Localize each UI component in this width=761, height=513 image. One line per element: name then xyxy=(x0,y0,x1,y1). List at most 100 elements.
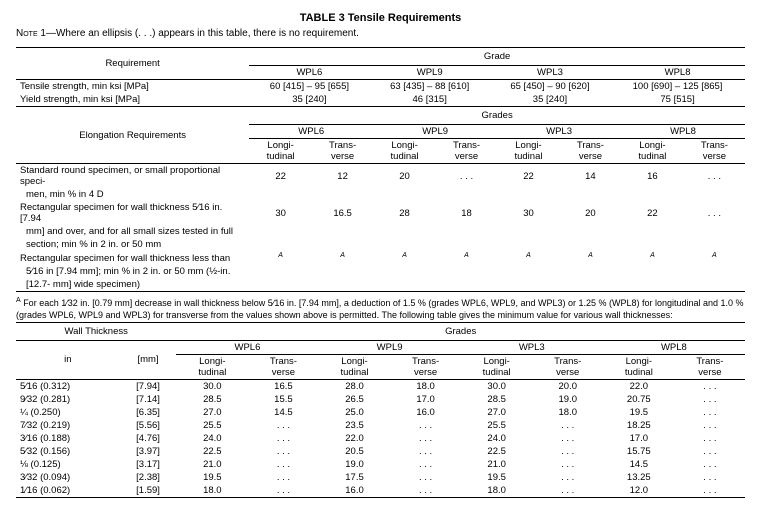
row-label: Rectangular specimen for wall thickness … xyxy=(16,251,249,265)
cell-in: ⅛ (0.125) xyxy=(16,458,120,471)
cell: 15.5 xyxy=(248,393,318,406)
cell-in: ¼ (0.250) xyxy=(16,406,120,419)
cell: 28 xyxy=(373,201,436,225)
hdr-transverse: Trans-verse xyxy=(390,354,460,379)
cell: 19.5 xyxy=(461,471,533,484)
cell: . . . xyxy=(675,471,745,484)
cell: A xyxy=(560,251,621,265)
cell: 16.0 xyxy=(319,484,391,498)
cell: 16.5 xyxy=(312,201,373,225)
footnote-a: A For each 1⁄32 in. [0.79 mm] decrease i… xyxy=(16,296,745,321)
cell: 65 [450] – 90 [620] xyxy=(490,80,610,94)
cell-mm: [7.94] xyxy=(120,379,177,393)
cell: 22.0 xyxy=(603,379,675,393)
cell: 28.5 xyxy=(461,393,533,406)
cell: . . . xyxy=(675,393,745,406)
cell: 20.0 xyxy=(533,379,603,393)
cell: 24.0 xyxy=(176,432,248,445)
cell: A xyxy=(436,251,497,265)
cell-mm: [3.97] xyxy=(120,445,177,458)
cell: 20 xyxy=(560,201,621,225)
elongation-table: Elongation Requirements Grades WPL6 WPL9… xyxy=(16,107,745,292)
cell: 17.5 xyxy=(319,471,391,484)
cell: . . . xyxy=(248,445,318,458)
hdr-transverse: Trans-verse xyxy=(560,139,621,164)
row-label-cont: men, min % in 4 D xyxy=(16,188,249,201)
cell-in: 7⁄32 (0.219) xyxy=(16,419,120,432)
cell-in: 1⁄16 (0.062) xyxy=(16,484,120,498)
cell: . . . xyxy=(248,484,318,498)
hdr-elong: Elongation Requirements xyxy=(16,107,249,164)
cell-in: 3⁄16 (0.188) xyxy=(16,432,120,445)
cell: 28.5 xyxy=(176,393,248,406)
hdr-grade: Grade xyxy=(249,48,745,66)
note-line: Note 1—Where an ellipsis (. . .) appears… xyxy=(16,28,745,39)
cell: 19.5 xyxy=(603,406,675,419)
cell: A xyxy=(312,251,373,265)
cell: . . . xyxy=(675,458,745,471)
cell: 13.25 xyxy=(603,471,675,484)
hdr-grades: Grades xyxy=(249,107,745,125)
cell-mm: [7.14] xyxy=(120,393,177,406)
cell-in: 9⁄32 (0.281) xyxy=(16,393,120,406)
row-label-cont: mm] and over, and for all small sizes te… xyxy=(16,225,249,238)
note-label: Note xyxy=(16,28,38,39)
hdr-wpl9: WPL9 xyxy=(319,340,461,354)
cell: 35 [240] xyxy=(490,93,610,107)
cell: 35 [240] xyxy=(249,93,369,107)
row-label-cont: [12.7- mm] wide specimen) xyxy=(16,278,249,292)
cell-mm: [1.59] xyxy=(120,484,177,498)
cell: 63 [435] – 88 [610] xyxy=(370,80,490,94)
hdr-wpl8: WPL8 xyxy=(603,340,745,354)
cell: A xyxy=(621,251,684,265)
cell: 100 [690] – 125 [865] xyxy=(610,80,745,94)
cell: . . . xyxy=(533,419,603,432)
cell: 18 xyxy=(436,201,497,225)
cell: 14.5 xyxy=(248,406,318,419)
cell: 18.0 xyxy=(390,379,460,393)
hdr-transverse: Trans-verse xyxy=(436,139,497,164)
cell: 30.0 xyxy=(176,379,248,393)
cell: 28.0 xyxy=(319,379,391,393)
cell: 22 xyxy=(497,164,560,189)
hdr-transverse: Trans-verse xyxy=(684,139,745,164)
tensile-table: Requirement Grade WPL6 WPL9 WPL3 WPL8 Te… xyxy=(16,47,745,107)
note-text: 1—Where an ellipsis (. . .) appears in t… xyxy=(38,28,359,39)
table-title: TABLE 3 Tensile Requirements xyxy=(16,12,745,24)
row-label-cont: 5⁄16 in [7.94 mm]; min % in 2 in. or 50 … xyxy=(16,265,249,278)
footnote-marker: A xyxy=(16,297,21,304)
hdr-transverse: Trans-verse xyxy=(312,139,373,164)
cell: 12.0 xyxy=(603,484,675,498)
cell: 20 xyxy=(373,164,436,189)
cell: 22.5 xyxy=(176,445,248,458)
cell: . . . xyxy=(675,432,745,445)
hdr-wpl6: WPL6 xyxy=(249,66,369,80)
hdr-longitudinal: Longi-tudinal xyxy=(176,354,248,379)
hdr-longitudinal: Longi-tudinal xyxy=(603,354,675,379)
cell-mm: [6.35] xyxy=(120,406,177,419)
cell: . . . xyxy=(248,471,318,484)
cell: 26.5 xyxy=(319,393,391,406)
cell: 16.0 xyxy=(390,406,460,419)
cell: . . . xyxy=(248,432,318,445)
cell-mm: [4.76] xyxy=(120,432,177,445)
cell: 19.5 xyxy=(176,471,248,484)
cell: A xyxy=(497,251,560,265)
row-yield-label: Yield strength, min ksi [MPa] xyxy=(16,93,249,107)
cell: 22 xyxy=(249,164,312,189)
cell: . . . xyxy=(675,379,745,393)
cell: . . . xyxy=(390,445,460,458)
cell: A xyxy=(373,251,436,265)
cell: 20.5 xyxy=(319,445,391,458)
cell: 19.0 xyxy=(533,393,603,406)
cell: 14.5 xyxy=(603,458,675,471)
cell: . . . xyxy=(390,484,460,498)
cell: . . . xyxy=(533,445,603,458)
wallthickness-table: Wall Thickness Grades in [mm] WPL6 WPL9 … xyxy=(16,322,745,498)
cell: 14 xyxy=(560,164,621,189)
hdr-wpl3: WPL3 xyxy=(497,125,621,139)
hdr-longitudinal: Longi-tudinal xyxy=(373,139,436,164)
cell: . . . xyxy=(533,458,603,471)
cell-mm: [3.17] xyxy=(120,458,177,471)
cell: 25.0 xyxy=(319,406,391,419)
